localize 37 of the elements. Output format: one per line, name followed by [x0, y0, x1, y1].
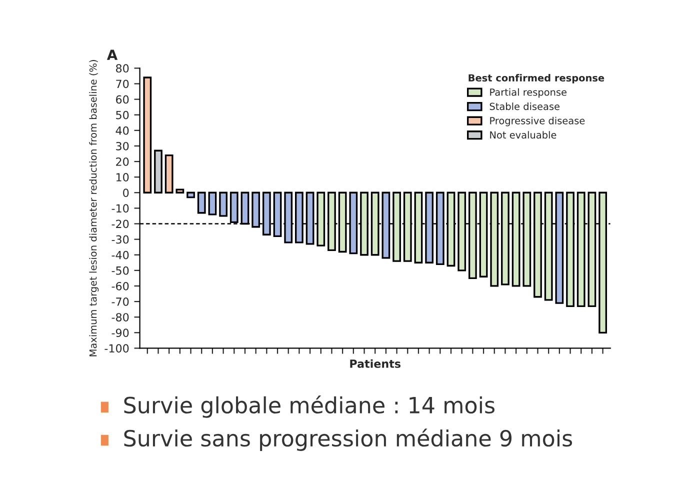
- text: Survie globale médiane : 14 mois: [124, 395, 494, 418]
- legend-label: Stable disease: [490, 102, 560, 110]
- y-tick-label: 60: [116, 95, 129, 104]
- y-tick-label: -90: [112, 328, 129, 338]
- y-tick-label: 0: [123, 188, 129, 198]
- bar: [164, 154, 174, 194]
- bar: [219, 192, 228, 217]
- legend-title: Best confirmed response: [468, 74, 604, 84]
- y-tick-label: 10: [116, 173, 129, 182]
- y-tick-label: -60: [112, 282, 129, 290]
- x-axis-title: Patients: [350, 359, 400, 368]
- y-tick-label: -80: [112, 313, 129, 322]
- bar: [154, 150, 162, 194]
- y-tick-label: -100: [104, 344, 129, 353]
- bar: [143, 76, 152, 194]
- y-tick-label: -40: [112, 250, 129, 260]
- bar: [197, 192, 206, 214]
- bar: [186, 192, 195, 198]
- y-tick-label: 80: [116, 64, 129, 73]
- y-tick-label: 70: [116, 80, 129, 88]
- legend-label: Progressive disease: [490, 116, 585, 126]
- y-tick-label: -50: [112, 266, 129, 275]
- y-tick-label: -30: [112, 235, 129, 244]
- legend-label: Not evaluable: [490, 131, 556, 139]
- chart-title: A: [106, 50, 118, 60]
- bar: [208, 192, 217, 216]
- text: Survie sans progression médiane 9 mois: [124, 428, 572, 451]
- y-axis-title: Maximum target lesion diameter reduction from baseline (%): [89, 60, 99, 356]
- y-tick-label: -10: [112, 204, 129, 213]
- y-tick-label: -70: [112, 298, 129, 306]
- y-tick-label: 20: [116, 157, 129, 166]
- y-tick-label: 50: [116, 110, 129, 120]
- y-tick-label: -20: [112, 220, 129, 228]
- legend-label: Partial response: [490, 88, 566, 98]
- bar: [176, 188, 184, 194]
- y-tick-label: 40: [116, 126, 129, 135]
- y-tick-label: 30: [116, 142, 129, 150]
